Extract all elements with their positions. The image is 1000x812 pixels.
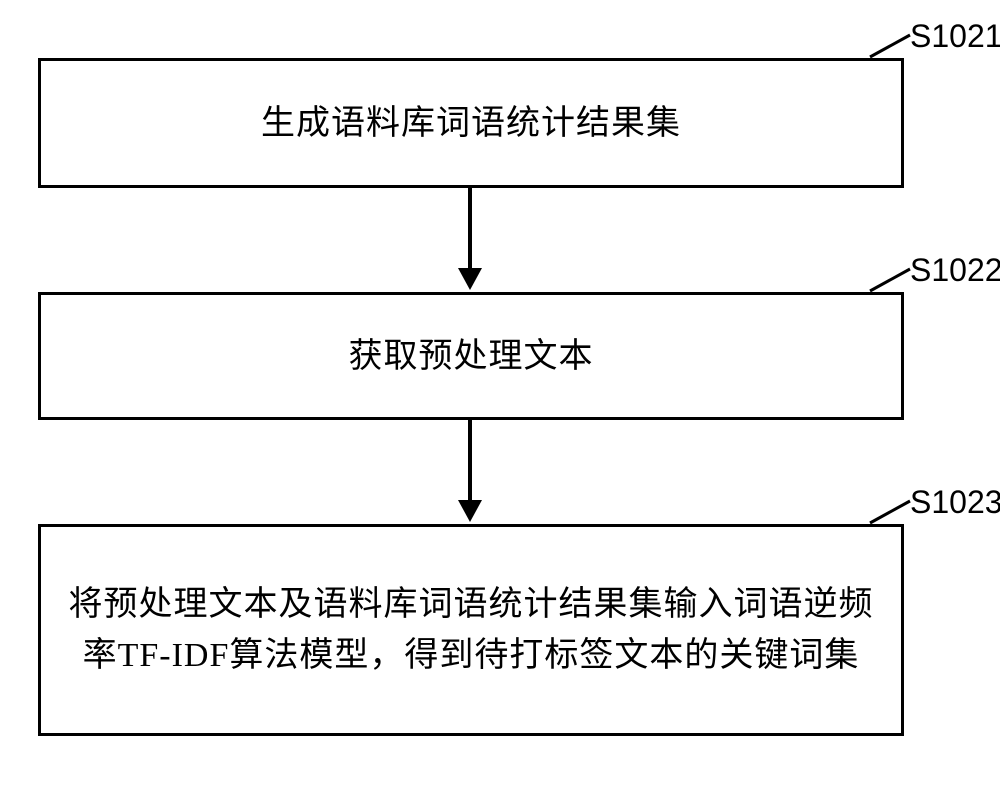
step-label-1: S1021	[910, 18, 1000, 55]
step-label-3: S1023	[910, 484, 1000, 521]
box-3-text: 将预处理文本及语料库词语统计结果集输入词语逆频率TF-IDF算法模型，得到待打标…	[61, 579, 881, 681]
flowchart-box-2: 获取预处理文本	[38, 292, 904, 420]
step-label-2: S1022	[910, 252, 1000, 289]
box-1-text: 生成语料库词语统计结果集	[261, 98, 681, 149]
flowchart-canvas: 生成语料库词语统计结果集 S1021 获取预处理文本 S1022 将预处理文本及…	[0, 0, 1000, 812]
arrow-1	[468, 188, 472, 270]
flowchart-box-1: 生成语料库词语统计结果集	[38, 58, 904, 188]
arrow-2	[468, 420, 472, 502]
flowchart-box-3: 将预处理文本及语料库词语统计结果集输入词语逆频率TF-IDF算法模型，得到待打标…	[38, 524, 904, 736]
box-2-text: 获取预处理文本	[349, 331, 594, 382]
arrow-head-1	[458, 268, 482, 290]
arrow-head-2	[458, 500, 482, 522]
